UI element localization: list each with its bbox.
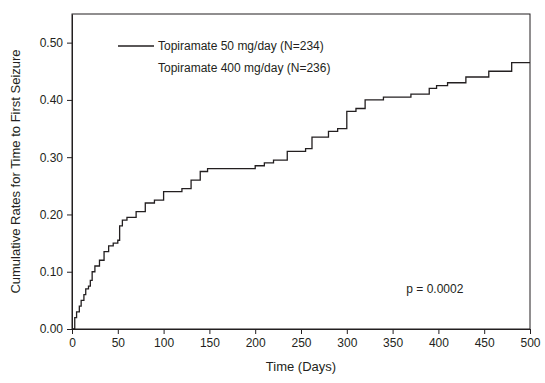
y-tick: 0.40 xyxy=(40,93,72,107)
x-tick-mark xyxy=(347,329,348,334)
x-tick-mark xyxy=(393,329,394,334)
x-tick-label: 50 xyxy=(112,336,126,350)
x-tick-mark xyxy=(72,329,73,334)
y-tick-mark xyxy=(67,100,72,101)
y-axis: 0.00 0.10 0.20 0.30 0.40 0.50 xyxy=(40,15,73,337)
x-tick-mark xyxy=(301,329,302,334)
series-line xyxy=(72,63,530,329)
x-axis-title: Time (Days) xyxy=(266,359,336,374)
x-tick: 0 xyxy=(69,329,76,350)
y-tick-mark xyxy=(67,214,72,215)
x-tick-mark xyxy=(530,329,531,334)
x-tick-mark xyxy=(209,329,210,334)
x-tick: 200 xyxy=(246,329,266,350)
y-tick-label: 0.10 xyxy=(40,265,64,279)
x-tick-mark xyxy=(438,329,439,334)
x-tick-label: 150 xyxy=(200,336,220,350)
x-tick-mark xyxy=(484,329,485,334)
x-tick: 250 xyxy=(291,329,311,350)
y-tick-mark xyxy=(67,43,72,44)
y-tick-mark xyxy=(67,272,72,273)
x-tick-mark xyxy=(255,329,256,334)
y-tick-label: 0.00 xyxy=(40,322,64,336)
y-tick-label: 0.50 xyxy=(40,36,64,50)
x-tick: 100 xyxy=(154,329,174,350)
x-axis: 0 50 100 150 200 250 300 350 400 450 500 xyxy=(69,329,541,350)
plot: 0501001502002503003504004505000.000.100.… xyxy=(40,14,541,350)
series-group xyxy=(72,63,530,329)
y-tick-label: 0.30 xyxy=(40,151,64,165)
x-tick-label: 400 xyxy=(429,336,449,350)
y-tick: 0.30 xyxy=(40,151,72,165)
x-tick-label: 350 xyxy=(383,336,403,350)
x-tick: 300 xyxy=(337,329,357,350)
y-tick-label: 0.20 xyxy=(40,208,64,222)
x-tick-label: 200 xyxy=(246,336,266,350)
y-tick: 0.20 xyxy=(40,208,72,222)
chart: 0501001502002503003504004505000.000.100.… xyxy=(0,0,545,383)
x-tick: 500 xyxy=(520,329,540,350)
x-tick: 350 xyxy=(383,329,403,350)
y-tick-label: 0.40 xyxy=(40,93,64,107)
legend-label: Topiramate 50 mg/day (N=234) xyxy=(158,39,324,53)
x-tick-label: 100 xyxy=(154,336,174,350)
legend-label: Topiramate 400 mg/day (N=236) xyxy=(158,61,330,75)
y-tick: 0.00 xyxy=(40,322,72,336)
annotation: p = 0.0002 xyxy=(406,282,463,296)
legend-swatch xyxy=(118,45,154,47)
x-tick-label: 300 xyxy=(337,336,357,350)
legend: Topiramate 50 mg/day (N=234) Topiramate 4… xyxy=(118,39,330,75)
y-tick: 0.10 xyxy=(40,265,72,279)
y-axis-line xyxy=(72,15,73,330)
x-tick: 150 xyxy=(200,329,220,350)
plot-frame xyxy=(72,14,530,329)
x-tick-label: 0 xyxy=(69,336,76,350)
x-tick-label: 500 xyxy=(520,336,540,350)
x-tick-mark xyxy=(164,329,165,334)
y-axis-title: Cumulative Rates for Time to First Seizu… xyxy=(8,49,23,293)
y-tick-mark xyxy=(67,329,72,330)
x-tick: 400 xyxy=(429,329,449,350)
x-tick-mark xyxy=(118,329,119,334)
x-tick-label: 450 xyxy=(475,336,495,350)
y-tick-mark xyxy=(67,157,72,158)
x-tick-label: 250 xyxy=(291,336,311,350)
x-tick: 450 xyxy=(475,329,495,350)
y-tick: 0.50 xyxy=(40,36,72,50)
x-tick: 50 xyxy=(112,329,126,350)
